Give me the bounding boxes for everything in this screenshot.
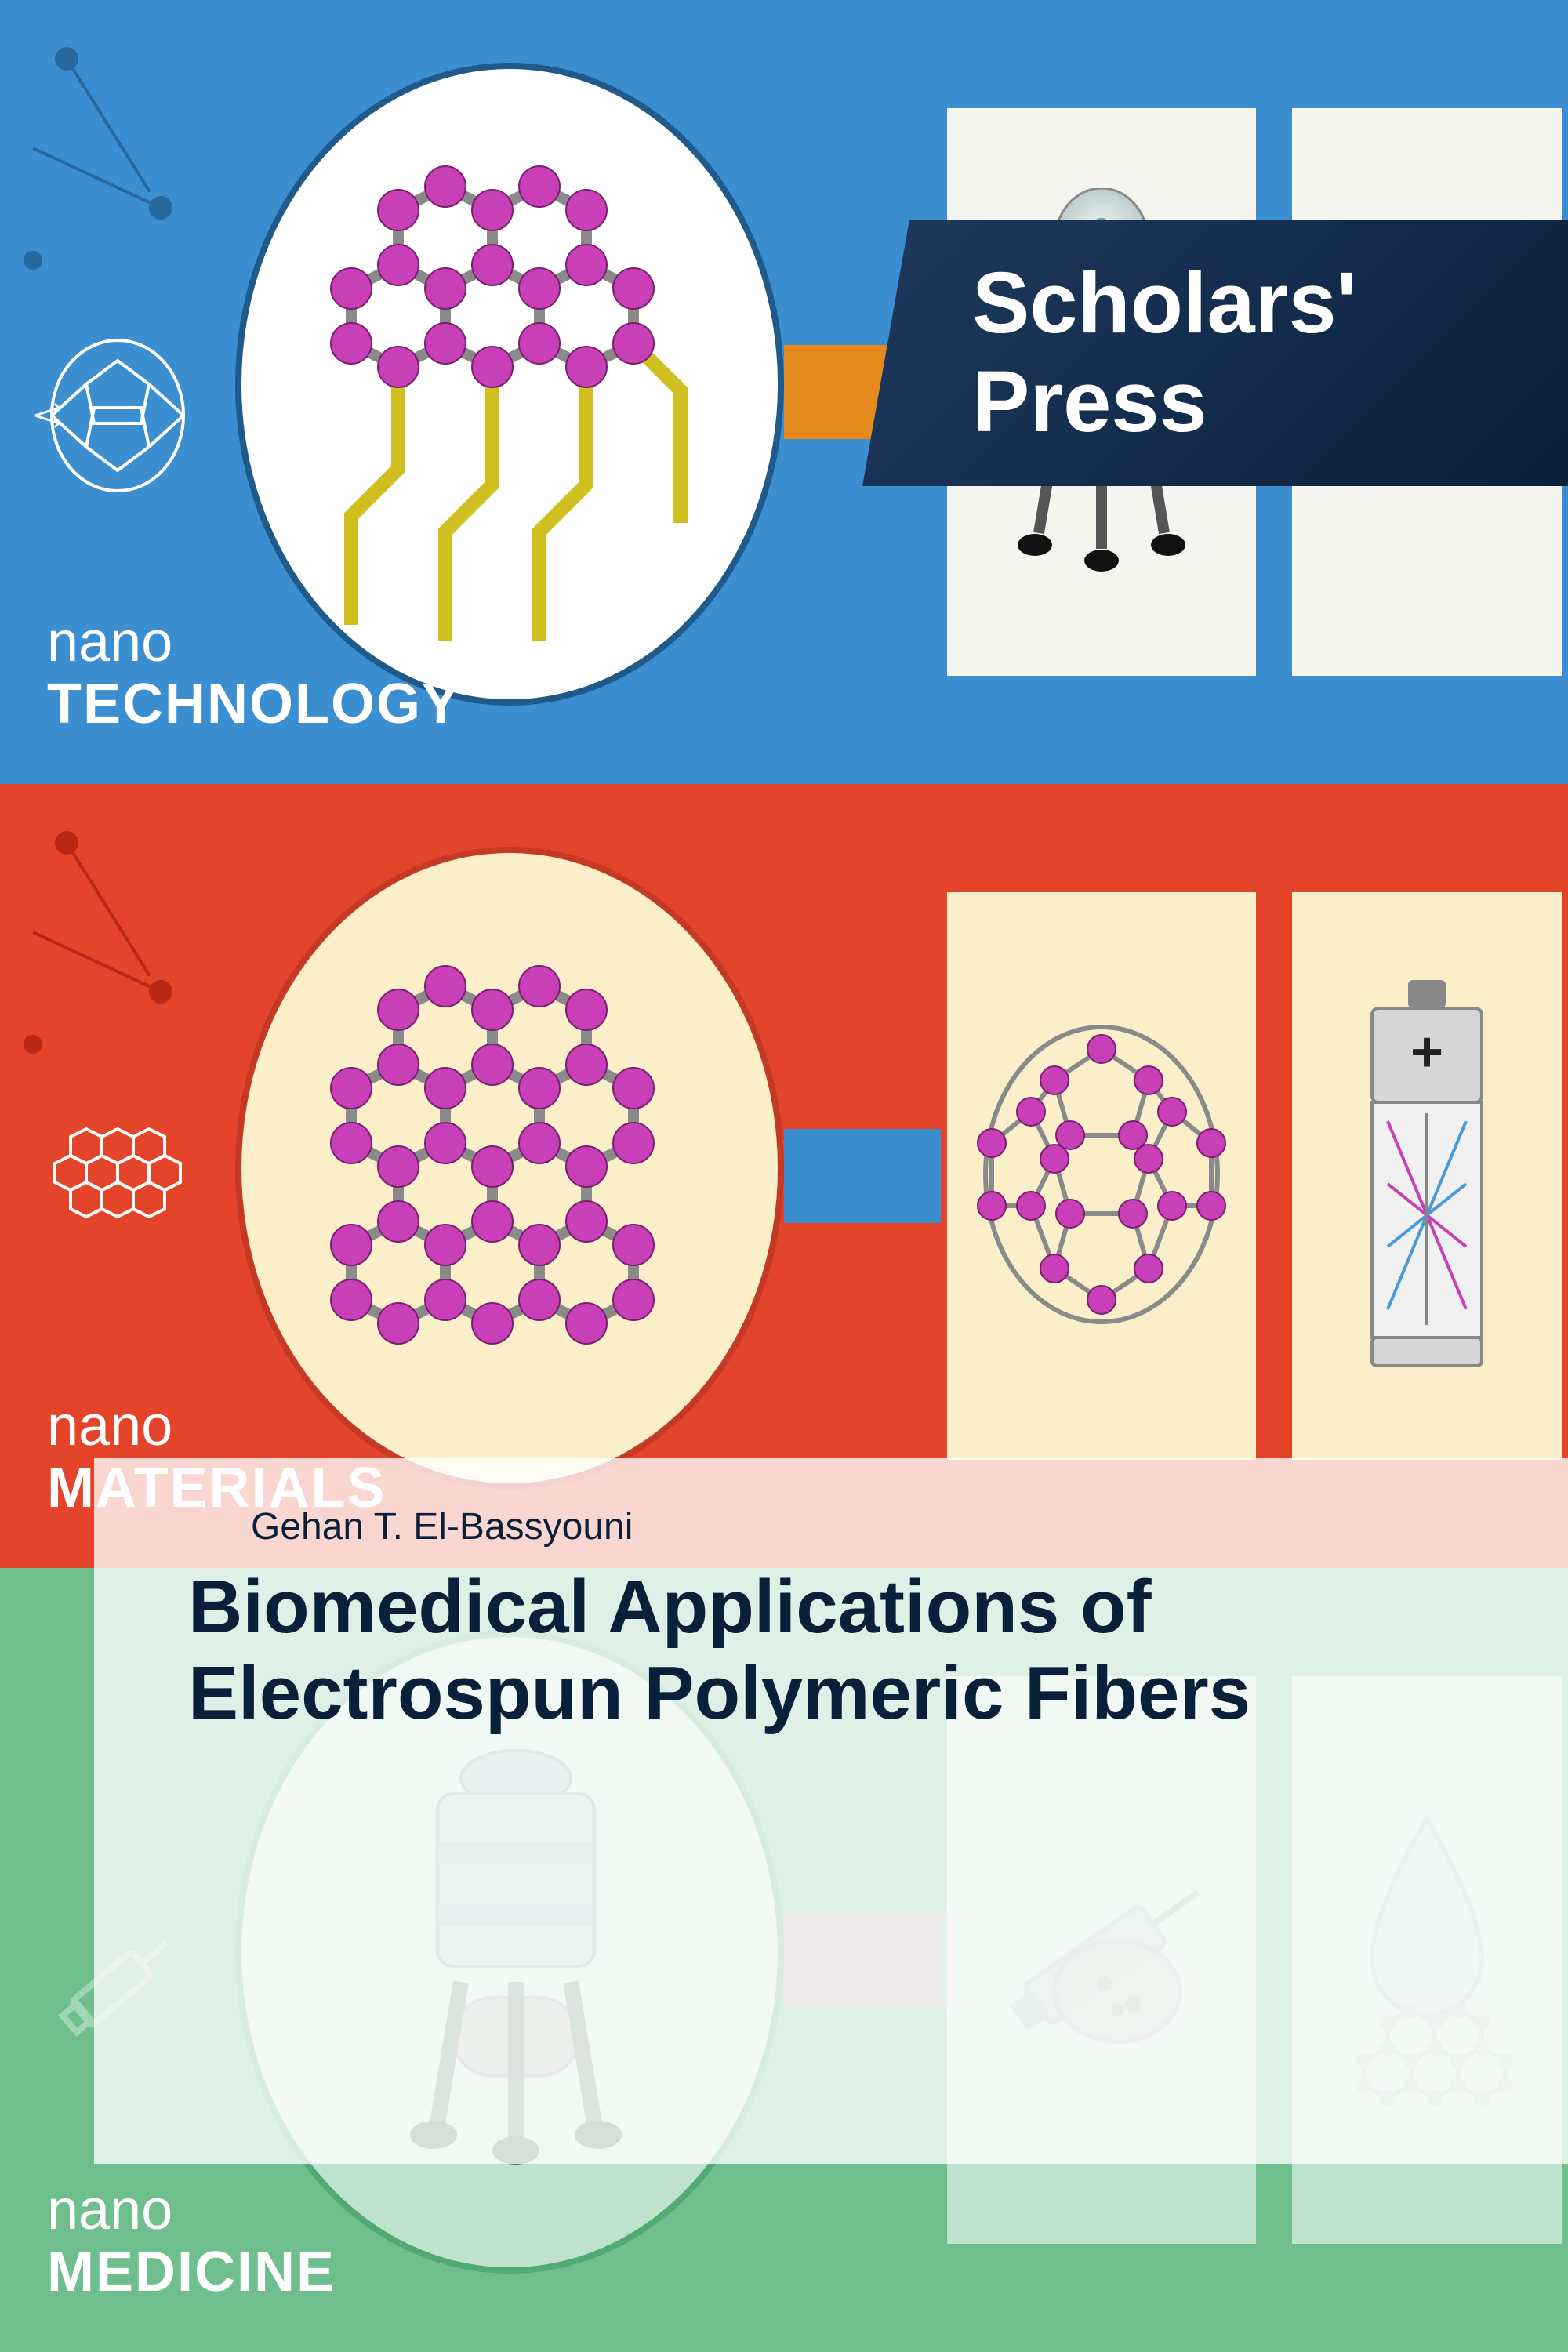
author-name: Gehan T. El-Bassyouni — [251, 1505, 1505, 1548]
buckyball-icon — [976, 1018, 1227, 1331]
card-materials-fullerene — [941, 886, 1262, 1466]
graphene-lattice-icon — [281, 900, 751, 1449]
band-label-medicine: nano MEDICINE — [47, 2180, 336, 2303]
band-label-technology: nano TECHNOLOGY — [47, 612, 461, 735]
card-materials-battery: + — [1286, 886, 1568, 1466]
nanotube-battery-icon: + — [1348, 980, 1505, 1372]
honeycomb-outline-icon — [47, 1121, 188, 1250]
decorative-network-top — [24, 47, 180, 282]
battery-plus-label: + — [1410, 1021, 1443, 1083]
decorative-network-mid — [24, 831, 180, 1066]
book-title: Biomedical Applications of Electrospun P… — [188, 1564, 1505, 1737]
syringe-outline-icon — [47, 1913, 188, 2058]
main-ellipse-materials — [235, 847, 784, 1490]
fullerene-outline-icon — [47, 337, 188, 498]
publisher-name: Scholars' Press — [972, 254, 1568, 452]
graphene-circuit-icon — [281, 116, 751, 665]
main-ellipse-technology — [235, 63, 784, 706]
connector-mid — [784, 1129, 956, 1223]
publisher-banner: Scholars' Press — [862, 220, 1568, 486]
title-panel: Gehan T. El-Bassyouni Biomedical Applica… — [94, 1458, 1568, 2164]
